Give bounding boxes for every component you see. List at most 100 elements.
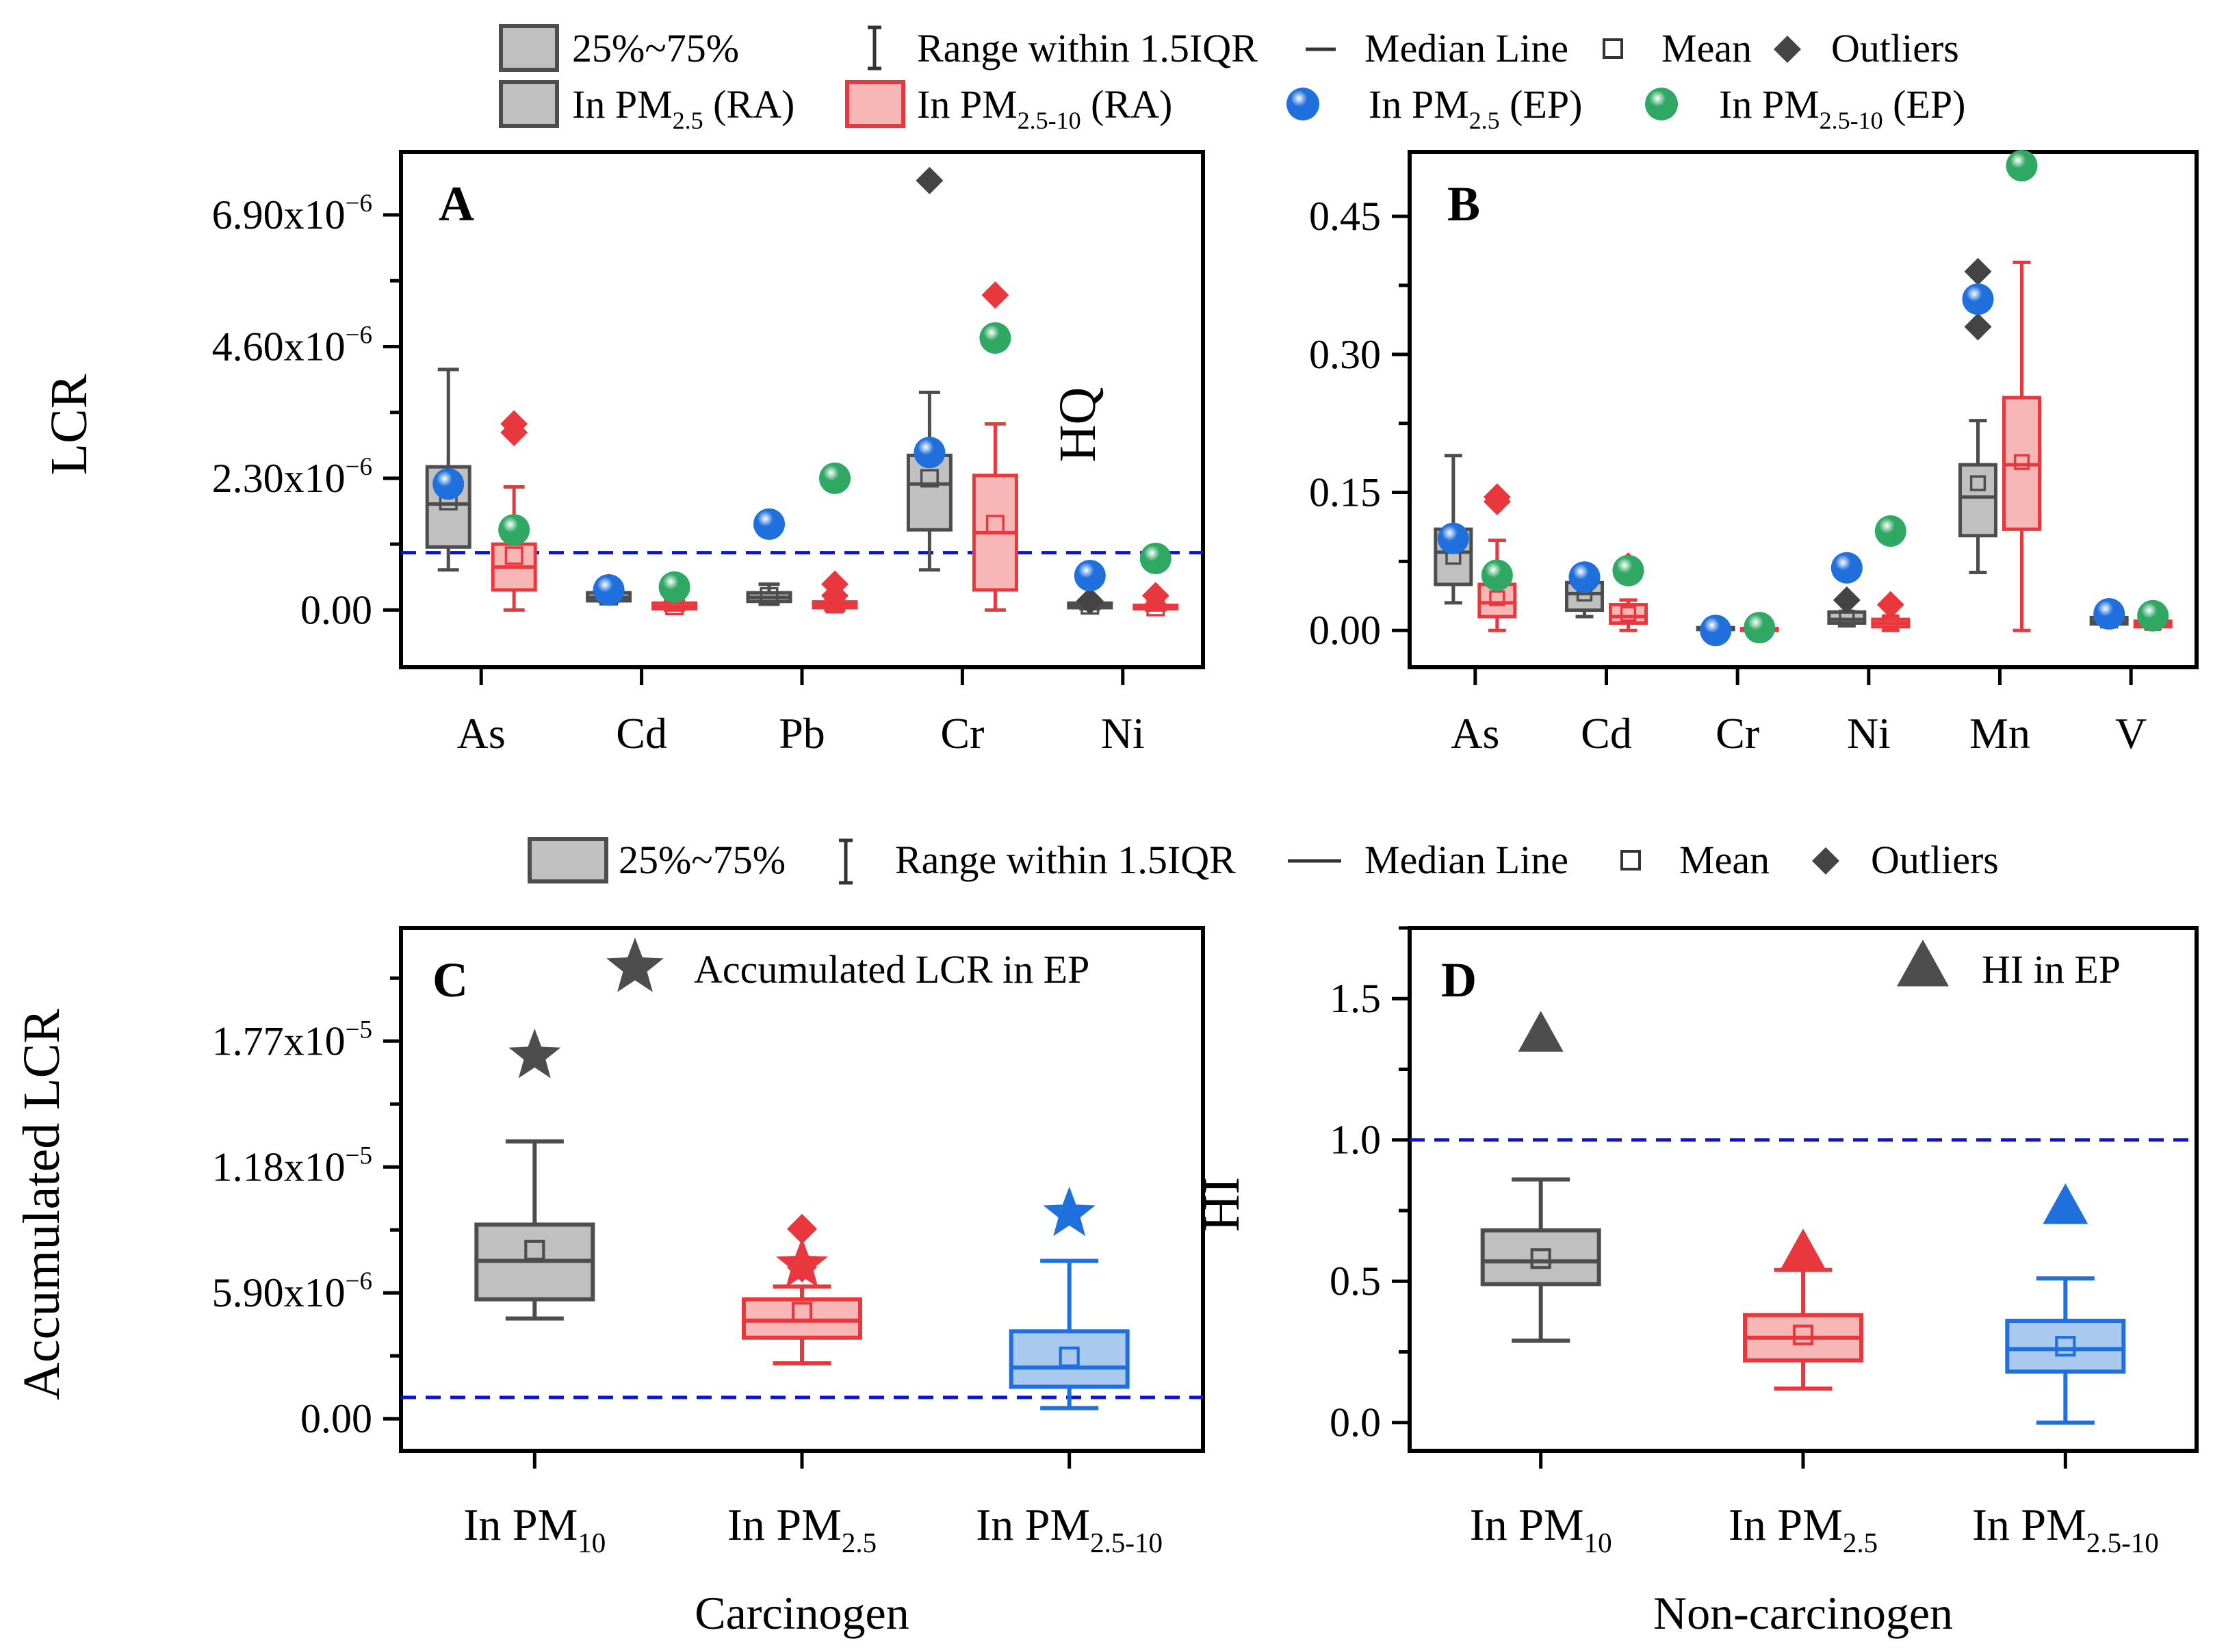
box-D-0-iqr-box [1480,1228,1601,1287]
legend-pm25-ep-marker [1286,88,1319,120]
panel-letter: D [1441,953,1477,1007]
legend2-outlier-icon [1812,847,1839,875]
text-part: 2.5-10 [2086,1527,2159,1558]
text-part: 0.15 [1309,470,1381,515]
ep-triangle-point [1518,1011,1564,1052]
ep-pm25-point [1568,561,1601,593]
ep-star-point [508,1029,561,1079]
legend-pm2510-ep-marker [1645,88,1678,120]
ep-pm25-point [1830,552,1863,584]
legend2-outlier-label: Outliers [1871,838,1999,882]
legend-ep-label: Accumulated LCR in EP [694,947,1089,992]
ep-pm25-point [593,574,625,606]
legend2-mean-icon [1620,850,1641,870]
text-part: (RA) [703,82,795,127]
y-tick-label: 0.5 [1330,1259,1381,1304]
ep-pm2510-point [1612,554,1644,586]
box-pm2510-ra-Cr-mean-marker [985,515,1005,534]
x-tick-label: Cd [1581,709,1632,758]
text-part: 5.90x10 [212,1270,346,1315]
text-part: 2.5 [673,107,703,134]
outlier-pm2510-ra [500,410,528,438]
panel-B-frame [1408,150,2199,669]
box-D-2-mean-marker [2055,1336,2076,1357]
legend-pm25-ra-label: In PM2.5 (RA) [572,82,794,134]
y-tick-label: 0.15 [1309,470,1381,515]
legend-iqr-swatch [499,24,559,72]
panel-letter: C [432,953,468,1007]
box-D-2-iqr-box [2005,1319,2126,1374]
x-tick-label: In PM10 [463,1500,606,1558]
ep-pm25-point [1074,560,1106,592]
box-C-1-iqr-box [742,1297,862,1340]
x-tick-label: Ni [1101,709,1145,758]
text-part: 0.00 [300,587,372,632]
y-tick-label: 0.30 [1309,332,1381,377]
x-tick-label: Cd [616,709,667,758]
ep-pm2510-point [498,514,530,546]
ep-pm2510-point [819,462,851,494]
x-tick-label: In PM10 [1470,1500,1612,1558]
box-C-0-mean-marker [524,1239,545,1261]
box-pm25-ra-Mn-mean-marker [1969,475,1986,491]
y-tick-label: 0.0 [1330,1400,1381,1445]
outlier-pm25-ra [916,166,944,194]
ep-pm2510-point [1744,612,1776,644]
ep-pm2510-point [658,571,690,603]
text-part: 10 [1584,1527,1612,1558]
text-part: −5 [346,1016,372,1044]
x-tick-label: Cr [940,709,984,758]
text-part: In PM [572,82,673,127]
legend-median-label: Median Line [1364,26,1568,70]
text-part: (EP) [1883,82,1966,127]
x-tick-label: In PM2.5 [1729,1500,1878,1558]
text-part: 6.90x10 [212,192,346,237]
legend-pm25-ra-swatch [499,80,559,128]
ep-pm2510-point [1874,515,1906,547]
box-pm2510-ra-As-mean-marker [504,546,523,565]
ep-triangle-point [1781,1228,1826,1269]
y-tick-label: 0.00 [300,1396,372,1441]
legend-pm2510-ra-swatch [845,80,905,128]
text-part: −6 [346,321,372,349]
text-part: In PM [976,1500,1090,1550]
legend-outlier-label: Outliers [1831,26,1959,70]
y-tick-label: 4.60x10−6 [212,321,372,369]
y-tick-label: 1.18x10−5 [212,1141,372,1189]
legend-outlier-icon [1774,36,1801,63]
text-part: −5 [346,1141,372,1170]
text-part: −6 [346,1267,372,1295]
x-tick-label: Ni [1847,709,1891,758]
outlier-point [787,1213,817,1244]
text-part: In PM [1369,82,1469,127]
ep-star-point [776,1237,828,1288]
y-axis-label: Accumulated LCR [13,1009,70,1400]
ep-pm2510-point [1139,543,1172,575]
text-part: 2.5-10 [1090,1527,1163,1558]
text-part: −6 [346,190,372,218]
outlier-pm2510-ra [1876,591,1904,619]
x-tick-label: In PM2.5 [727,1500,877,1558]
x-axis-label: Carcinogen [695,1587,909,1639]
legend-pm2510-ep-label: In PM2.5-10 (EP) [1719,82,1965,134]
text-part: In PM [1972,1500,2086,1550]
y-axis-label: HI [1193,1177,1250,1232]
text-part: 1.5 [1330,976,1381,1021]
text-part: 2.5 [842,1527,877,1558]
text-part: 10 [578,1527,606,1558]
y-tick-label: 0.00 [300,587,372,632]
box-C-2-iqr-box [1009,1329,1130,1389]
text-part: (RA) [1081,82,1173,127]
y-tick-label: 0.00 [1309,608,1381,653]
legend-ep-star-icon [606,938,664,992]
legend2-range-label: Range within 1.5IQR [895,838,1236,882]
box-pm2510-ra-Mn-mean-marker [2013,454,2030,470]
ep-pm25-point [1437,522,1469,554]
text-part: In PM [463,1500,578,1550]
box-pm2510-ra-Cd-mean-marker [1620,606,1637,622]
legend-iqr-label: 25%~75% [572,26,739,70]
x-tick-label: Mn [1969,709,2030,758]
panel-letter: B [1447,177,1480,231]
legend-ep-label: HI in EP [1982,947,2121,992]
